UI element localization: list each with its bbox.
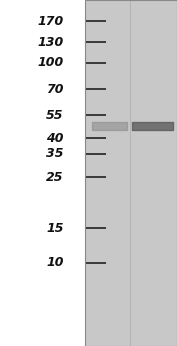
Text: 35: 35 xyxy=(46,147,64,161)
Text: 55: 55 xyxy=(46,109,64,122)
Text: 170: 170 xyxy=(38,15,64,28)
Text: 25: 25 xyxy=(46,171,64,184)
FancyBboxPatch shape xyxy=(85,0,177,346)
Text: 15: 15 xyxy=(46,222,64,235)
Text: 40: 40 xyxy=(46,132,64,145)
Text: 100: 100 xyxy=(38,56,64,70)
Text: 130: 130 xyxy=(38,36,64,49)
Text: 10: 10 xyxy=(46,256,64,270)
Text: 70: 70 xyxy=(46,83,64,96)
